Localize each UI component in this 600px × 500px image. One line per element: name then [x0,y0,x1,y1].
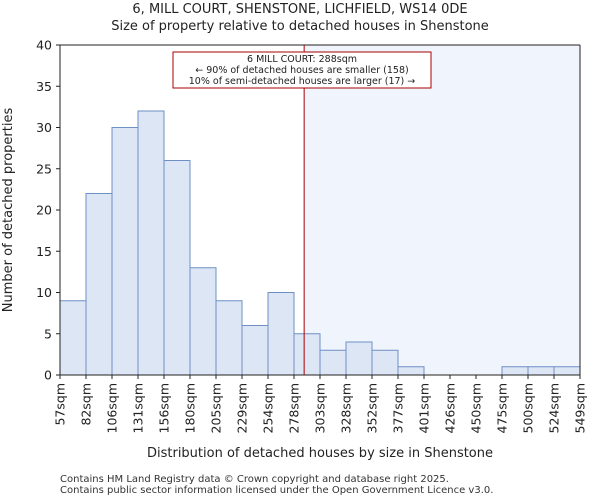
bar-500sqm [527,366,555,376]
bar-156sqm [163,160,191,376]
chart-title: 6, MILL COURT, SHENSTONE, LICHFIELD, WS1… [132,2,468,17]
x-tick-label: 57sqm [53,383,68,426]
annotation-line-2: ← 90% of detached houses are smaller (15… [195,65,408,76]
bar-205sqm [215,300,243,376]
y-tick-label: 5 [44,326,52,341]
bar-377sqm [397,366,425,376]
bar-82sqm [85,193,113,376]
y-tick-label: 35 [36,79,52,94]
y-tick-label: 25 [36,161,52,176]
y-tick-label: 0 [44,368,52,383]
bar-229sqm [241,325,269,376]
bar-106sqm [111,127,139,376]
bar-254sqm [267,292,295,376]
x-tick-label: 475sqm [495,383,510,433]
x-tick-label: 278sqm [287,383,302,433]
bar-57sqm [59,300,87,376]
bar-180sqm [189,267,217,376]
x-tick-label: 450sqm [469,383,484,433]
chart-subtitle: Size of property relative to detached ho… [111,19,489,34]
x-tick-label: 131sqm [131,383,146,433]
histogram-chart: 0 5 10 15 20 25 30 35 40 57sqm 82sqm 106sqm 131sqm 1… [1,38,588,462]
bar-328sqm [345,341,373,376]
y-tick-label: 40 [36,38,52,53]
x-tick-label: 205sqm [209,383,224,433]
y-tick-label: 15 [36,244,52,259]
x-tick-label: 229sqm [235,383,250,433]
footer-line-1: Contains HM Land Registry data © Crown c… [60,474,449,485]
x-axis-label: Distribution of detached houses by size … [147,446,493,461]
annotation-line-3: 10% of semi-detached houses are larger (… [189,76,416,87]
bar-278sqm [293,333,321,376]
x-tick-label: 426sqm [443,383,458,433]
x-tick-label: 401sqm [417,383,432,433]
x-tick-label: 82sqm [79,383,94,426]
bar-131sqm [137,110,165,376]
x-tick-label: 352sqm [365,383,380,433]
x-tick-label: 156sqm [157,383,172,433]
x-tick-label: 180sqm [183,383,198,433]
highlight-region [304,45,580,375]
y-tick-label: 30 [36,120,52,135]
annotation-line-1: 6 MILL COURT: 288sqm [247,54,357,65]
annotation-box [172,51,432,89]
bar-524sqm [553,366,581,376]
y-tick-label: 10 [36,285,52,300]
x-tick-label: 500sqm [521,383,536,433]
bar-352sqm [371,349,399,376]
y-axis-label: Number of detached properties [1,108,16,313]
x-tick-label: 106sqm [105,383,120,433]
y-tick-label: 20 [36,203,52,218]
bar-303sqm [319,349,347,376]
x-tick-label: 254sqm [261,383,276,433]
bar-475sqm [501,366,529,376]
x-tick-label: 328sqm [339,383,354,433]
footer-line-2: Contains public sector information licen… [60,485,494,496]
x-tick-label: 377sqm [391,383,406,433]
x-tick-label: 524sqm [547,383,562,433]
x-tick-label: 549sqm [573,383,588,433]
x-tick-label: 303sqm [313,383,328,433]
